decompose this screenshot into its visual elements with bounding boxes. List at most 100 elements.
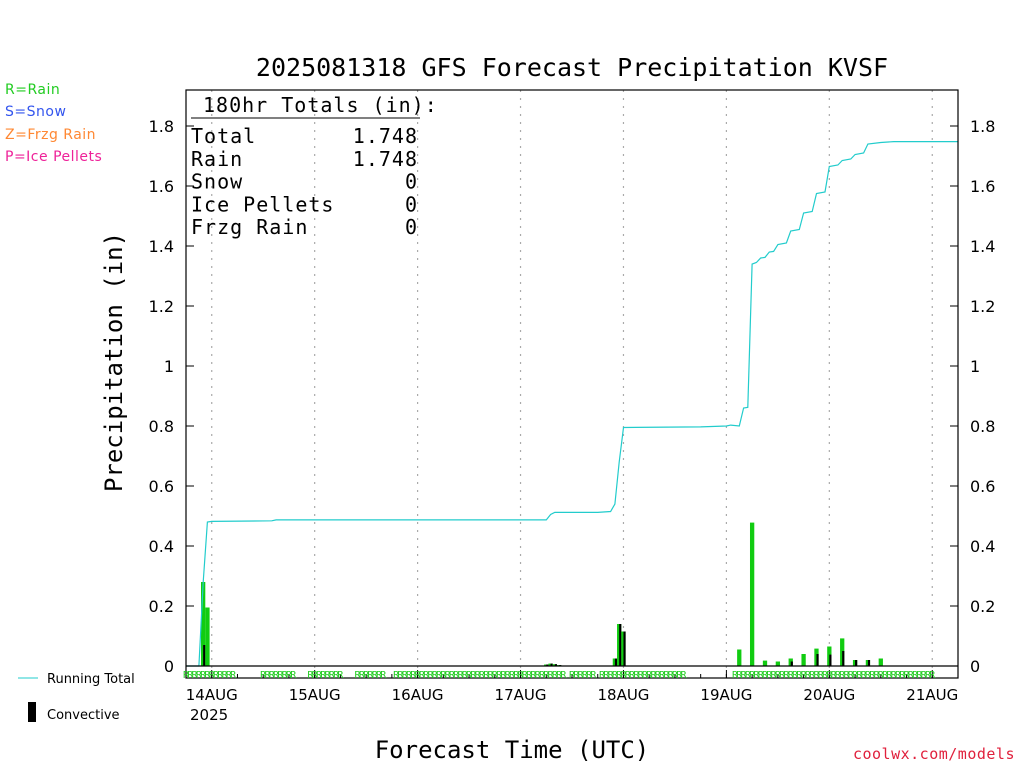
- ptype-marker-rain: R: [260, 670, 267, 681]
- totals-row-label: Ice Pellets: [191, 192, 334, 216]
- convective-legend-label: Convective: [47, 708, 120, 723]
- plot-border: [185, 89, 959, 679]
- y-tick-label-right: 1.4: [970, 237, 995, 256]
- y-tick-label-right: 1: [970, 357, 980, 376]
- ptype-marker-rain: R: [333, 670, 340, 681]
- running-total-series: [186, 141, 958, 667]
- ptype-marker-rain: R: [672, 670, 679, 681]
- x-tick-label: 17AUG: [495, 686, 547, 704]
- ptype-marker-rain: R: [509, 670, 516, 681]
- ptype-marker-rain: R: [415, 670, 422, 681]
- precip-bar: [544, 664, 549, 666]
- ptype-marker-rain: R: [646, 670, 653, 681]
- ptype-marker-rain: R: [183, 670, 190, 681]
- running-total-legend-label: Running Total: [47, 672, 135, 687]
- y-tick-label-left: 0.8: [149, 417, 174, 436]
- ptype-marker-rain: R: [187, 670, 194, 681]
- ptype-marker-rain: R: [402, 670, 409, 681]
- ptype-marker-rain: R: [736, 670, 743, 681]
- ptype-marker-rain: R: [530, 670, 537, 681]
- ptype-marker-rain: R: [762, 670, 769, 681]
- ptype-marker-rain: R: [882, 670, 889, 681]
- ptype-marker-rain: R: [273, 670, 280, 681]
- ptype-marker-rain: R: [873, 670, 880, 681]
- ptype-marker-rain: R: [466, 670, 473, 681]
- ptype-marker-rain: R: [492, 670, 499, 681]
- ptype-marker-rain: R: [861, 670, 868, 681]
- source-credit[interactable]: coolwx.com/models: [852, 745, 1015, 763]
- ptype-marker-rain: R: [462, 670, 469, 681]
- ptype-marker-rain: R: [543, 670, 550, 681]
- ptype-marker-rain: R: [376, 670, 383, 681]
- ptype-marker-rain: R: [320, 670, 327, 681]
- ptype-marker-rain: R: [788, 670, 795, 681]
- ptype-marker-rain: R: [277, 670, 284, 681]
- ptype-marker-rain: R: [209, 670, 216, 681]
- ptype-marker-rain: R: [831, 670, 838, 681]
- legend-rain: R=Rain: [5, 82, 61, 98]
- y-tick-label-left: 0.2: [149, 597, 174, 616]
- ptype-marker-rain: R: [616, 670, 623, 681]
- totals-row-value: 0: [405, 215, 418, 239]
- ptype-marker-rain: R: [445, 670, 452, 681]
- chart-title: 2025081318 GFS Forecast Precipitation KV…: [256, 53, 888, 82]
- convective-bar: [867, 660, 871, 666]
- totals-row-value: 1.748: [353, 124, 418, 148]
- ptype-marker-rain: R: [650, 670, 657, 681]
- y-tick-label-left: 1.6: [149, 177, 174, 196]
- ptype-marker-rain: R: [483, 670, 490, 681]
- ptype-marker-rain: R: [552, 670, 559, 681]
- y-tick-label-left: 1.2: [149, 297, 174, 316]
- precip-bar: [788, 658, 793, 666]
- legend-ice-pellets: P=Ice Pellets: [5, 149, 103, 165]
- convective-bar: [619, 624, 622, 666]
- ptype-marker-rain: R: [921, 670, 928, 681]
- ptype-marker-rain: R: [526, 670, 533, 681]
- precip-bar: [878, 658, 883, 666]
- convective-bar: [554, 664, 557, 666]
- ptype-marker-rain: R: [642, 670, 649, 681]
- ptype-marker-rain: R: [633, 670, 640, 681]
- totals-row-label: Total: [191, 124, 256, 148]
- ptype-marker-rain: R: [796, 670, 803, 681]
- y-tick-label-right: 1.6: [970, 177, 995, 196]
- ptype-marker-rain: R: [856, 670, 863, 681]
- ptype-marker-rain: R: [590, 670, 597, 681]
- ptype-marker-rain: R: [912, 670, 919, 681]
- precip-bar: [201, 582, 206, 666]
- totals-row-value: 1.748: [353, 147, 418, 171]
- x-tick-label: 21AUG: [906, 686, 958, 704]
- ptype-marker-rain: R: [500, 670, 507, 681]
- totals-header: 180hr Totals (in):: [203, 93, 438, 117]
- ptype-marker-rain: R: [325, 670, 332, 681]
- ptype-marker-rain: R: [599, 670, 606, 681]
- ptype-marker-rain: R: [878, 670, 885, 681]
- ptype-marker-rain: R: [573, 670, 580, 681]
- ptype-marker-rain: R: [586, 670, 593, 681]
- ptype-marker-rain: R: [419, 670, 426, 681]
- ptype-marker-rain: R: [766, 670, 773, 681]
- legend-frzg-rain: Z=Frzg Rain: [5, 127, 97, 143]
- ptype-marker-rain: R: [518, 670, 525, 681]
- ptype-marker-rain: R: [659, 670, 666, 681]
- convective-legend-swatch: [28, 702, 36, 722]
- ptype-marker-rain: R: [809, 670, 816, 681]
- ptype-marker-rain: R: [226, 670, 233, 681]
- y-tick-label-left: 1: [164, 357, 174, 376]
- plot-frame: [185, 89, 959, 679]
- ptype-marker-rain: R: [680, 670, 687, 681]
- y-tick-label-left: 0.6: [149, 477, 174, 496]
- x-tick-label: 19AUG: [700, 686, 752, 704]
- ptype-marker-rain: R: [475, 670, 482, 681]
- y-tick-label-right: 1.8: [970, 117, 995, 136]
- ptype-marker-rain: R: [758, 670, 765, 681]
- grid-lines: [211, 90, 933, 678]
- ptype-marker-rain: R: [539, 670, 546, 681]
- convective-bar: [842, 651, 845, 666]
- x-axis-label: Forecast Time (UTC): [375, 736, 650, 764]
- ptype-marker-rain: R: [496, 670, 503, 681]
- ptype-marker-rain: R: [620, 670, 627, 681]
- ptype-marker-rain: R: [843, 670, 850, 681]
